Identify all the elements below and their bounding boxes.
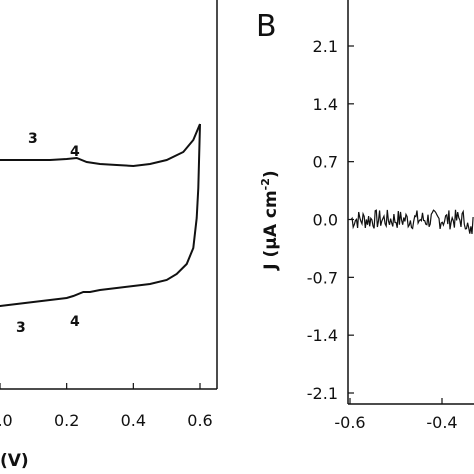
panel-a-series-line-2 — [0, 123, 201, 308]
panel-b-y-tick-label: 0.7 — [313, 153, 338, 172]
panel-a-x-tick-label: 0.4 — [121, 411, 146, 430]
panel-b-y-ticks: 2.1 1.4 0.7 0.0 -0.7 -1.4 -2.1 — [307, 37, 354, 403]
panel-b-y-tick-label: -2.1 — [307, 384, 338, 403]
peak-label-3-lower: 3 — [16, 320, 26, 336]
panel-b-y-tick-label: 2.1 — [313, 37, 338, 56]
panel-b-y-tick-label: -0.7 — [307, 268, 338, 287]
panel-b-y-tick-label: 1.4 — [313, 95, 338, 114]
panel-a-x-axis-title: (V) — [0, 451, 29, 471]
panel-a-x-tick-label: 0.6 — [187, 411, 212, 430]
panel-a-x-tick-label: 0.2 — [54, 411, 79, 430]
panel-a-plot: 0.0 0.2 0.4 0.6 3 4 3 4 (V) — [0, 0, 218, 471]
panel-b-plot: B 2.1 1.4 0.7 0.0 -0.7 -1.4 -2.1 -0.6 -0.4 J (μ… — [256, 0, 474, 432]
panel-b-letter: B — [256, 9, 277, 44]
panel-a-series — [0, 123, 201, 308]
peak-label-4-upper: 4 — [70, 144, 80, 160]
panel-a-x-tick-label: 0.0 — [0, 411, 13, 430]
panel-b-series-line — [350, 209, 474, 234]
panel-a-x-ticks: 0.0 0.2 0.4 0.6 — [0, 383, 213, 430]
panel-b-series — [350, 209, 474, 234]
panel-b-y-tick-label: 0.0 — [313, 211, 338, 230]
panel-b-x-tick-label: -0.4 — [426, 413, 457, 432]
peak-label-4-lower: 4 — [70, 314, 80, 330]
panel-b-y-axis-title: J (μA cm-2) — [259, 170, 281, 270]
panel-b-x-ticks: -0.6 -0.4 — [334, 398, 458, 432]
panel-b-y-tick-label: -1.4 — [307, 326, 338, 345]
panel-b-x-tick-label: -0.6 — [334, 413, 365, 432]
panel-a-series-line-1 — [0, 123, 201, 168]
peak-label-3-upper: 3 — [28, 131, 38, 147]
